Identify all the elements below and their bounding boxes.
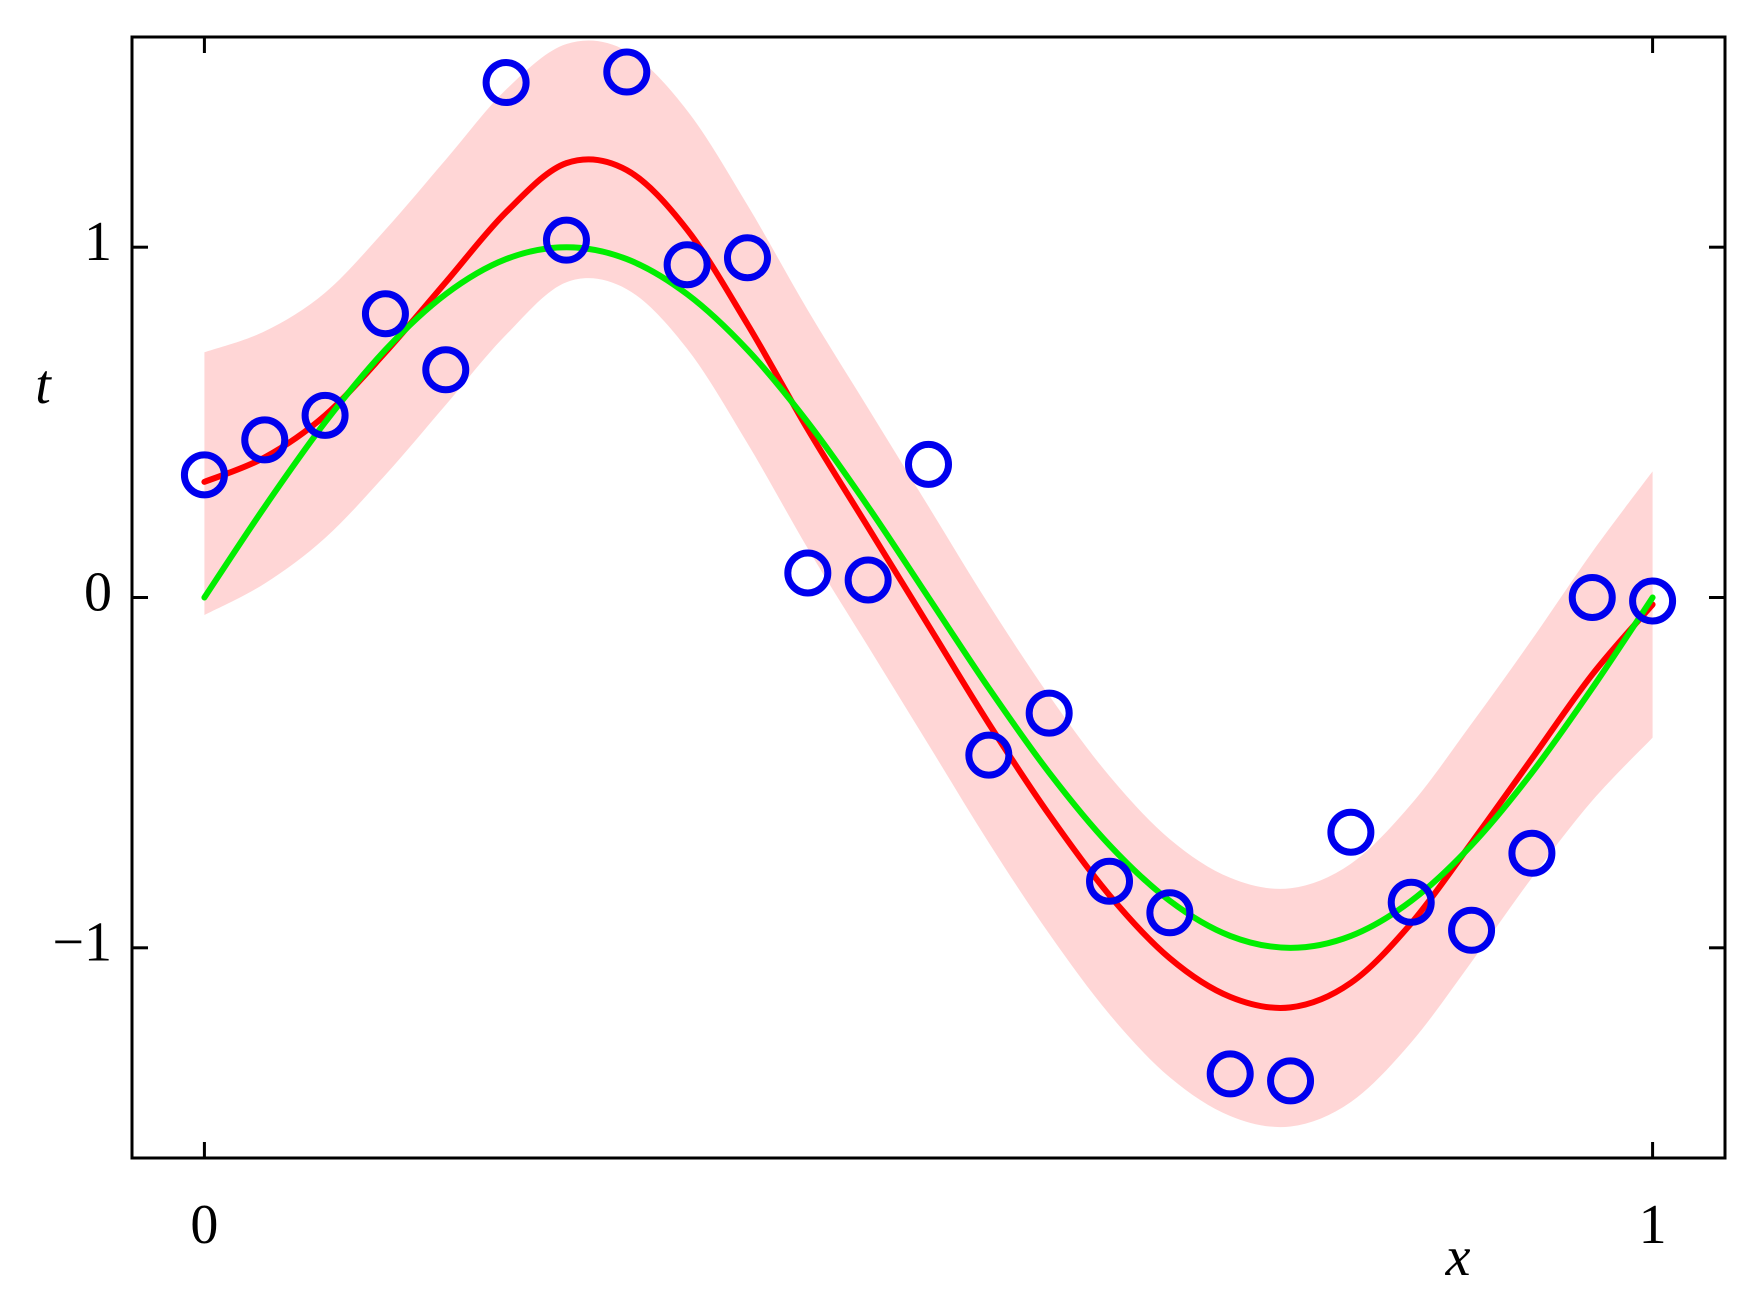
data-point bbox=[844, 556, 892, 604]
y-tick-label: 0 bbox=[84, 561, 112, 623]
data-point bbox=[1086, 857, 1134, 905]
data-point bbox=[1629, 577, 1677, 625]
data-point bbox=[1146, 889, 1194, 937]
data-point bbox=[422, 346, 470, 394]
x-tick-label: 0 bbox=[190, 1194, 218, 1256]
data-point bbox=[482, 59, 530, 107]
data-point bbox=[180, 451, 228, 499]
data-point bbox=[1568, 574, 1616, 621]
data-point bbox=[361, 290, 409, 338]
data-point bbox=[1206, 1050, 1254, 1098]
x-tick-label: 1 bbox=[1639, 1194, 1667, 1256]
data-point bbox=[603, 48, 651, 96]
data-point bbox=[1327, 808, 1375, 856]
data-point bbox=[1025, 689, 1073, 737]
data-point bbox=[301, 391, 349, 439]
x-axis-label: x bbox=[1445, 1226, 1471, 1288]
data-point bbox=[1448, 906, 1496, 954]
data-point bbox=[1267, 1057, 1315, 1105]
y-tick-label: −1 bbox=[52, 912, 112, 974]
data-point bbox=[1508, 829, 1556, 877]
line bbox=[201, 244, 1656, 951]
data-point bbox=[241, 416, 289, 464]
line bbox=[201, 156, 1656, 1011]
data-point bbox=[965, 731, 1013, 779]
data-point bbox=[905, 440, 952, 488]
y-axis-label: t bbox=[35, 354, 52, 416]
data-point bbox=[663, 241, 711, 289]
data-point bbox=[1387, 878, 1435, 926]
data-point bbox=[723, 234, 771, 282]
data-point bbox=[784, 549, 832, 597]
data-point bbox=[542, 216, 590, 264]
confidence-band bbox=[204, 40, 1653, 1128]
y-tick-label: 1 bbox=[84, 211, 112, 273]
